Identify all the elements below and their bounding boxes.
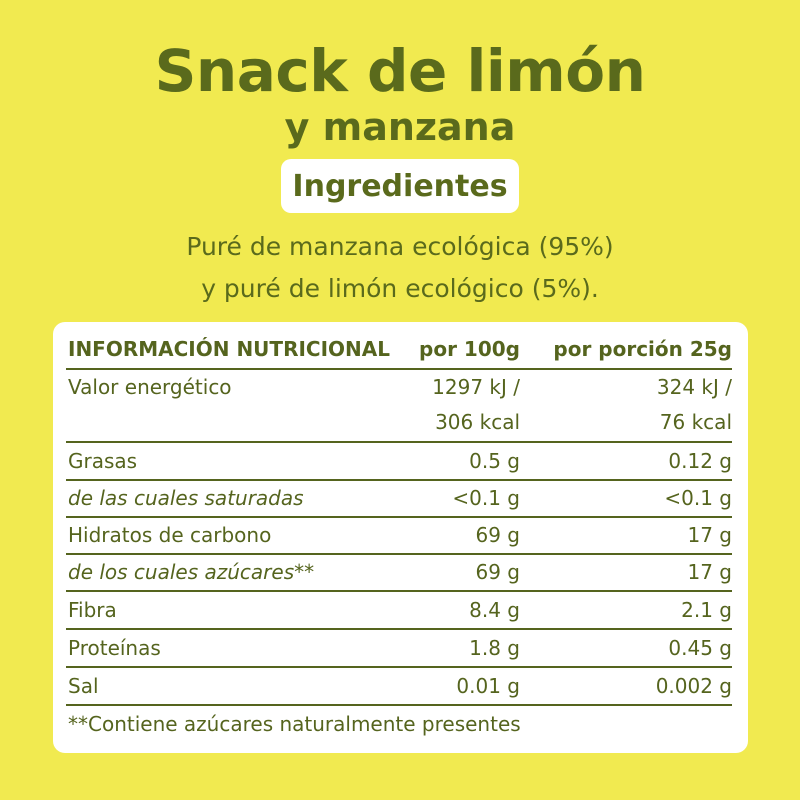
header-nutrition-info: INFORMACIÓN NUTRICIONAL [68,337,390,361]
nutrition-table-card: INFORMACIÓN NUTRICIONAL por 100g por por… [53,322,748,753]
header-per-100g: por 100g [419,337,520,361]
row-divider [66,516,732,518]
row-divider [66,479,732,481]
row-per100: 69 g [475,560,520,584]
row-portion: 17 g [687,560,732,584]
ingredients-line-1: Puré de manzana ecológica (95%) [186,232,614,261]
row-label: Proteínas [68,636,161,660]
energy-portion-kcal: 76 kcal [659,410,732,434]
row-per100: 1.8 g [469,636,520,660]
header-per-portion: por porción 25g [553,337,732,361]
row-label: Fibra [68,598,117,622]
row-label: Sal [68,674,99,698]
row-divider [66,590,732,592]
row-portion: <0.1 g [664,486,732,510]
row-divider [66,553,732,555]
ingredients-line-2: y puré de limón ecológico (5%). [201,274,599,303]
row-portion: 0.12 g [668,449,732,473]
ingredients-badge: Ingredientes [281,159,519,213]
footnote: **Contiene azúcares naturalmente present… [68,712,521,736]
row-label: de los cuales azúcares** [68,560,315,584]
row-divider [66,628,732,630]
row-portion: 17 g [687,523,732,547]
row-portion: 0.002 g [655,674,732,698]
row-per100: 0.01 g [456,674,520,698]
row-per100: 8.4 g [469,598,520,622]
product-title: Snack de limón [154,37,646,105]
row-label: de las cuales saturadas [68,486,304,510]
energy-label: Valor energético [68,375,232,399]
energy-per100-kj: 1297 kJ / [432,375,520,399]
row-label: Grasas [68,449,138,473]
energy-portion-kj: 324 kJ / [656,375,732,399]
ingredients-text: Puré de manzana ecológica (95%) y puré d… [0,226,800,310]
row-divider [66,666,732,668]
row-per100: <0.1 g [452,486,520,510]
row-divider [66,441,732,443]
product-subtitle: y manzana [284,105,516,149]
row-label: Hidratos de carbono [68,523,272,547]
row-portion: 0.45 g [668,636,732,660]
row-per100: 0.5 g [469,449,520,473]
ingredients-heading: Ingredientes [292,168,508,204]
row-divider [66,704,732,706]
row-portion: 2.1 g [681,598,732,622]
row-per100: 69 g [475,523,520,547]
energy-per100-kcal: 306 kcal [435,410,520,434]
header-divider [66,368,732,370]
